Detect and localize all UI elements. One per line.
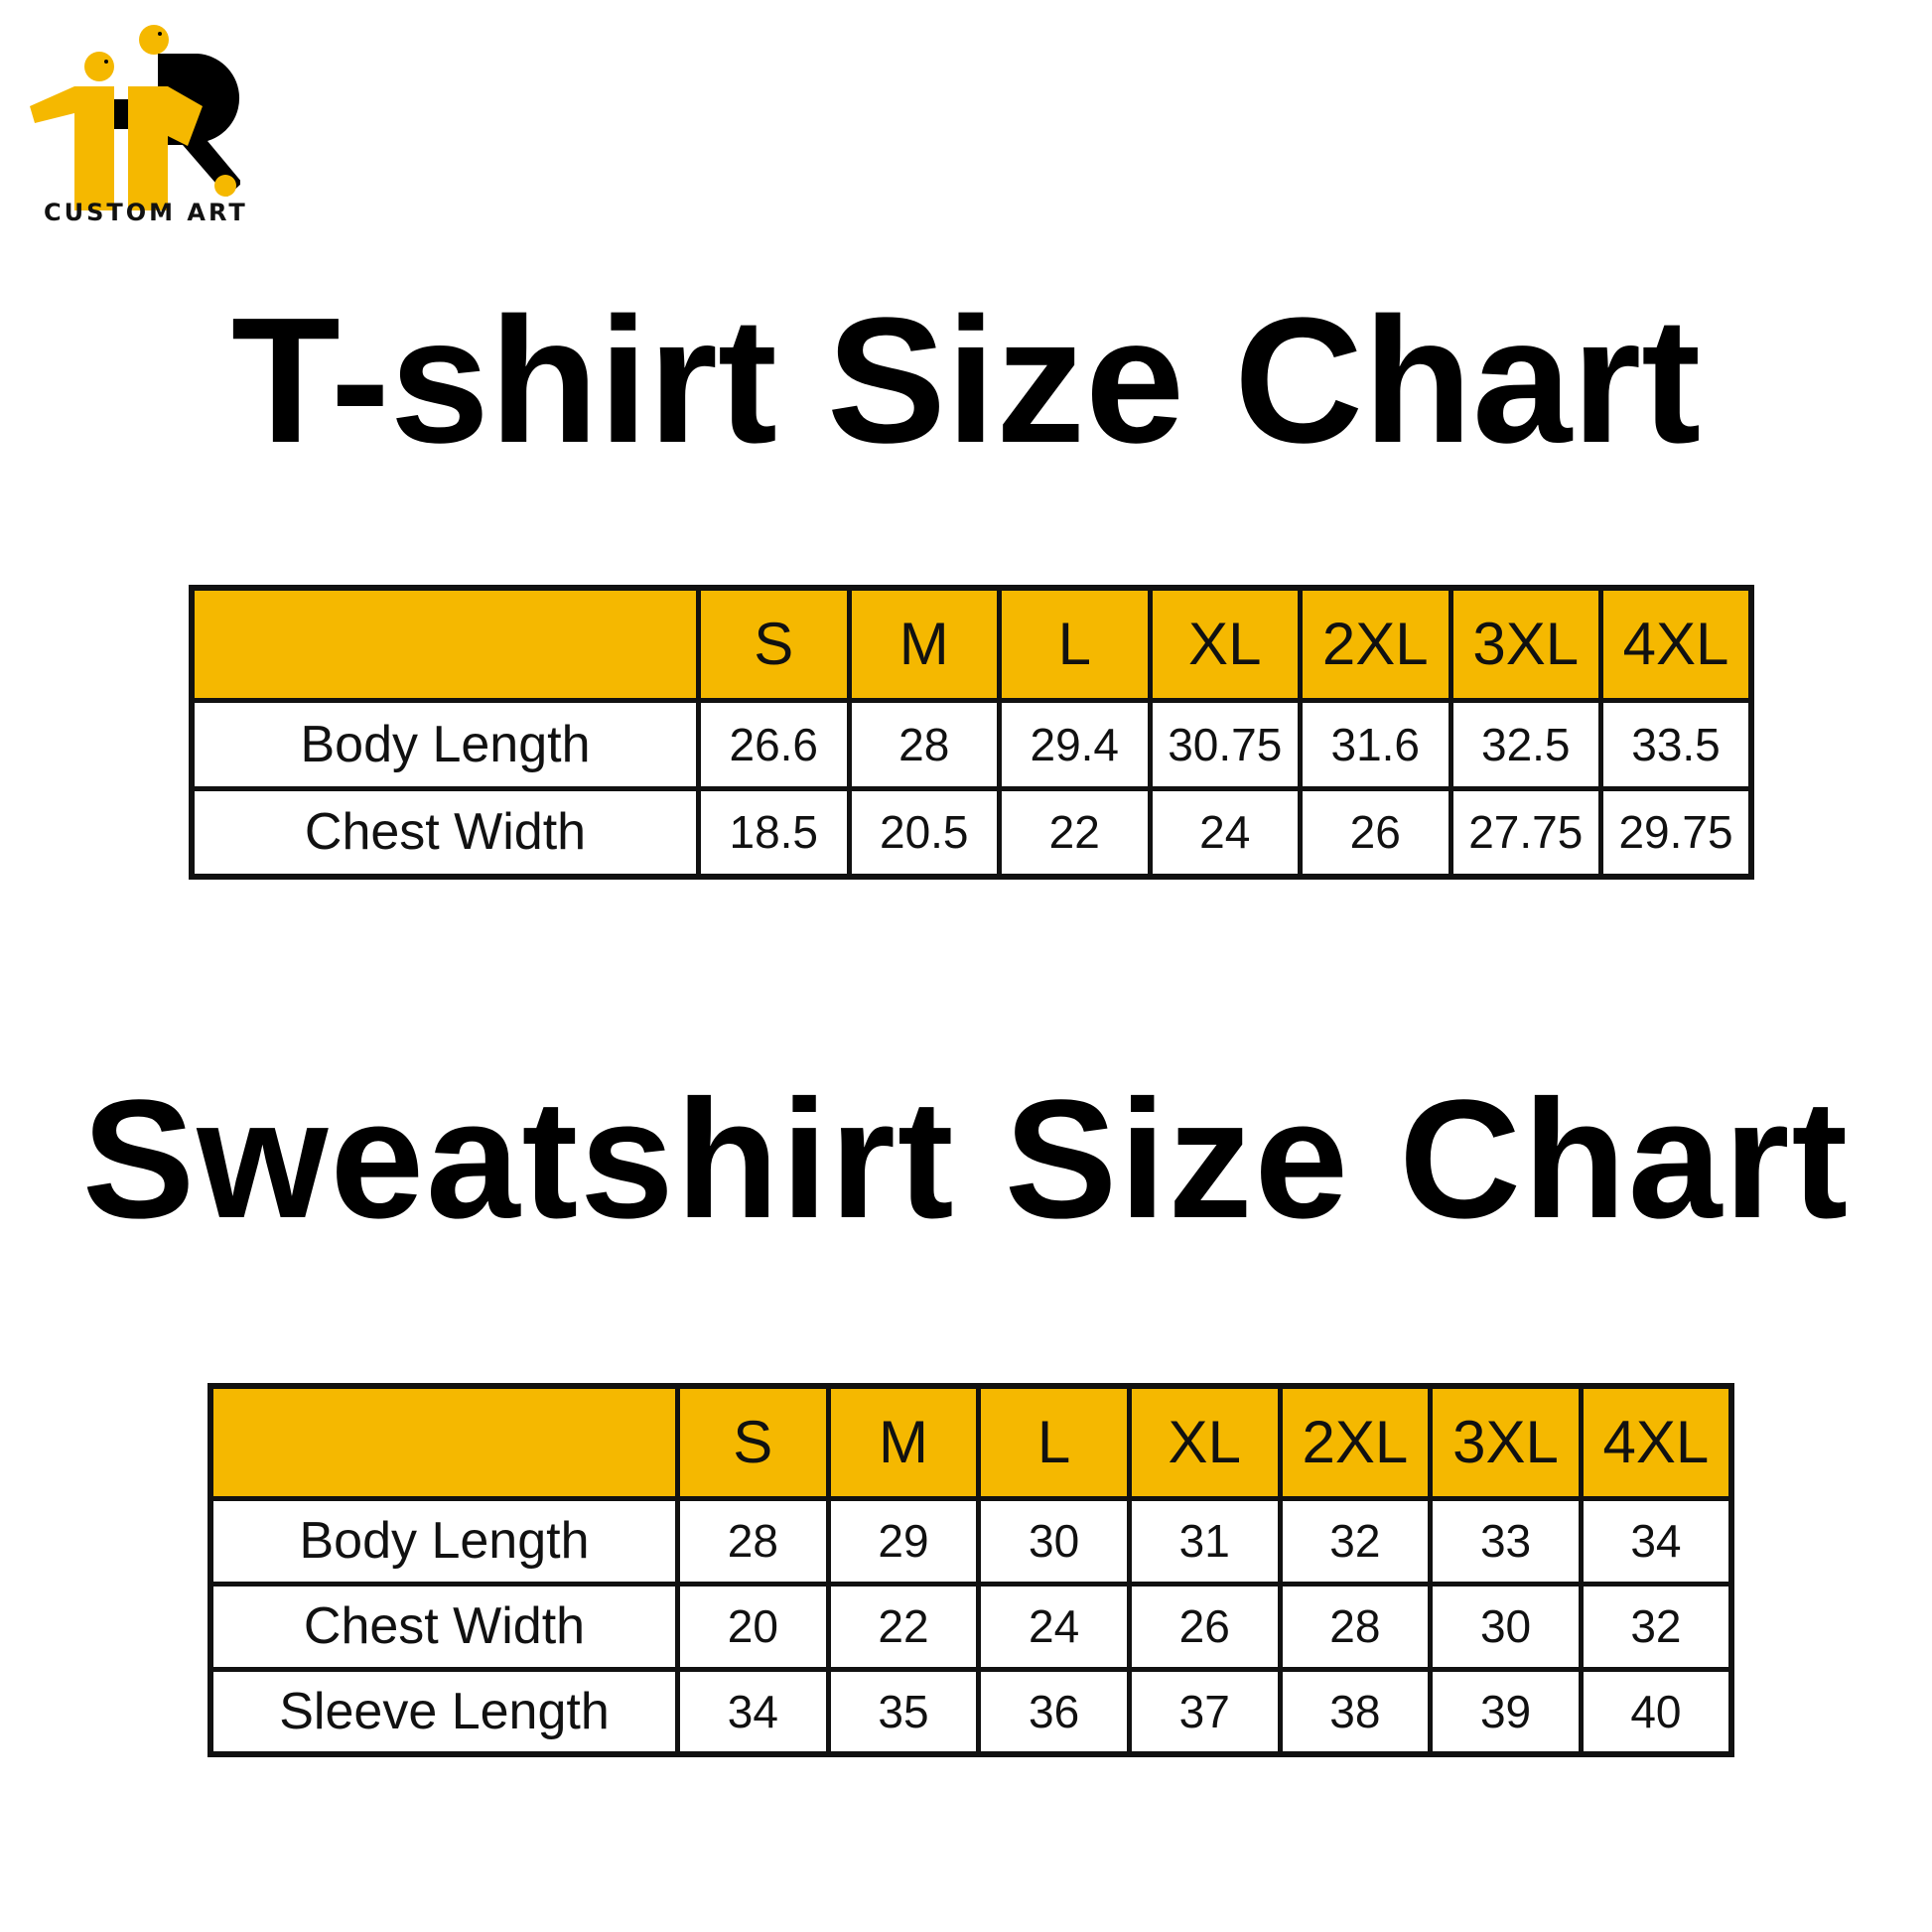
row-label: Sleeve Length [207,1666,680,1757]
cell: 35 [825,1666,982,1757]
cell: 28 [1277,1581,1434,1672]
size-header: S [696,585,852,703]
sweatshirt-size-table: S M L XL 2XL 3XL 4XL Body Length 28 29 3… [207,1383,1734,1757]
cell: 27.75 [1448,785,1603,880]
cell: 20.5 [846,785,1002,880]
table-row: Body Length 28 29 30 31 32 33 34 [207,1495,1734,1587]
cell: 34 [675,1666,831,1757]
cell: 22 [825,1581,982,1672]
size-header: L [976,1383,1132,1501]
cell: 26 [1126,1581,1283,1672]
brand-logo [30,25,240,210]
sweatshirt-chart-title: Sweatshirt Size Chart [81,1065,1851,1254]
cell: 22 [997,785,1153,880]
cell: 29.4 [997,697,1153,791]
size-header: 3XL [1448,585,1603,703]
row-label: Body Length [207,1495,680,1587]
cell: 36 [976,1666,1132,1757]
header-row: S M L XL 2XL 3XL 4XL [207,1383,1734,1501]
cell: 29 [825,1495,982,1587]
table-row: Sleeve Length 34 35 36 37 38 39 40 [207,1666,1734,1757]
size-header: 2XL [1298,585,1453,703]
size-header: XL [1147,585,1303,703]
cell: 32 [1578,1581,1734,1672]
cell: 18.5 [696,785,852,880]
cell: 37 [1126,1666,1283,1757]
cell: 30 [1428,1581,1584,1672]
cell: 28 [846,697,1002,791]
cell: 40 [1578,1666,1734,1757]
cell: 30 [976,1495,1132,1587]
size-header: XL [1126,1383,1283,1501]
cell: 28 [675,1495,831,1587]
logo-text: CUSTOM ART [44,199,248,226]
cell: 33.5 [1598,697,1754,791]
row-label: Chest Width [189,785,701,880]
table-row: Chest Width 20 22 24 26 28 30 32 [207,1581,1734,1672]
header-row: S M L XL 2XL 3XL 4XL [189,585,1754,703]
size-header: M [825,1383,982,1501]
cell: 32 [1277,1495,1434,1587]
cell: 20 [675,1581,831,1672]
cell: 39 [1428,1666,1584,1757]
table-row: Body Length 26.6 28 29.4 30.75 31.6 32.5… [189,697,1754,791]
size-header: M [846,585,1002,703]
cell: 31 [1126,1495,1283,1587]
row-label: Chest Width [207,1581,680,1672]
cell: 26 [1298,785,1453,880]
size-header: 4XL [1578,1383,1734,1501]
cell: 24 [976,1581,1132,1672]
tshirt-chart-title: T-shirt Size Chart [230,281,1702,481]
cell: 34 [1578,1495,1734,1587]
header-blank [207,1383,680,1501]
cell: 30.75 [1147,697,1303,791]
table-row: Chest Width 18.5 20.5 22 24 26 27.75 29.… [189,785,1754,880]
header-blank [189,585,701,703]
tshirt-size-table: S M L XL 2XL 3XL 4XL Body Length 26.6 28… [189,585,1754,880]
size-header: L [997,585,1153,703]
cell: 26.6 [696,697,852,791]
cell: 38 [1277,1666,1434,1757]
cell: 24 [1147,785,1303,880]
cell: 32.5 [1448,697,1603,791]
size-header: 2XL [1277,1383,1434,1501]
cell: 33 [1428,1495,1584,1587]
cell: 29.75 [1598,785,1754,880]
size-header: 3XL [1428,1383,1584,1501]
size-header: 4XL [1598,585,1754,703]
size-header: S [675,1383,831,1501]
cell: 31.6 [1298,697,1453,791]
row-label: Body Length [189,697,701,791]
